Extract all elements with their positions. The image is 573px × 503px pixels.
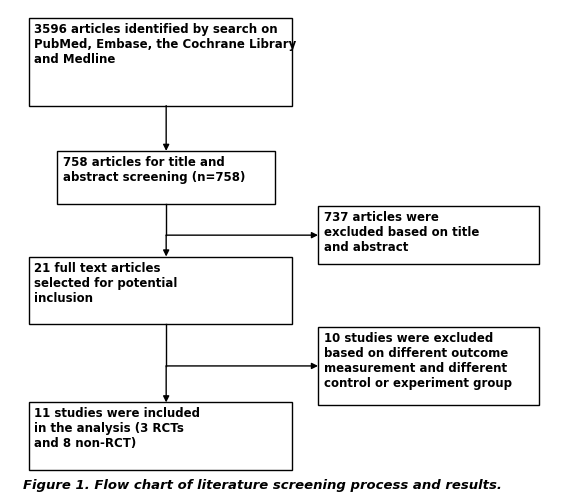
Text: 10 studies were excluded
based on different outcome
measurement and different
co: 10 studies were excluded based on differ… — [324, 332, 512, 390]
FancyBboxPatch shape — [29, 18, 292, 106]
FancyBboxPatch shape — [29, 257, 292, 324]
FancyBboxPatch shape — [318, 206, 539, 264]
Text: 11 studies were included
in the analysis (3 RCTs
and 8 non-RCT): 11 studies were included in the analysis… — [34, 407, 201, 450]
Text: 737 articles were
excluded based on title
and abstract: 737 articles were excluded based on titl… — [324, 211, 479, 254]
Text: Figure 1. Flow chart of literature screening process and results.: Figure 1. Flow chart of literature scree… — [23, 479, 502, 492]
FancyBboxPatch shape — [318, 327, 539, 405]
FancyBboxPatch shape — [29, 402, 292, 470]
FancyBboxPatch shape — [57, 151, 275, 204]
Text: 3596 articles identified by search on
PubMed, Embase, the Cochrane Library
and M: 3596 articles identified by search on Pu… — [34, 23, 297, 65]
Text: 21 full text articles
selected for potential
inclusion: 21 full text articles selected for poten… — [34, 262, 178, 304]
Text: 758 articles for title and
abstract screening (n=758): 758 articles for title and abstract scre… — [63, 156, 245, 184]
